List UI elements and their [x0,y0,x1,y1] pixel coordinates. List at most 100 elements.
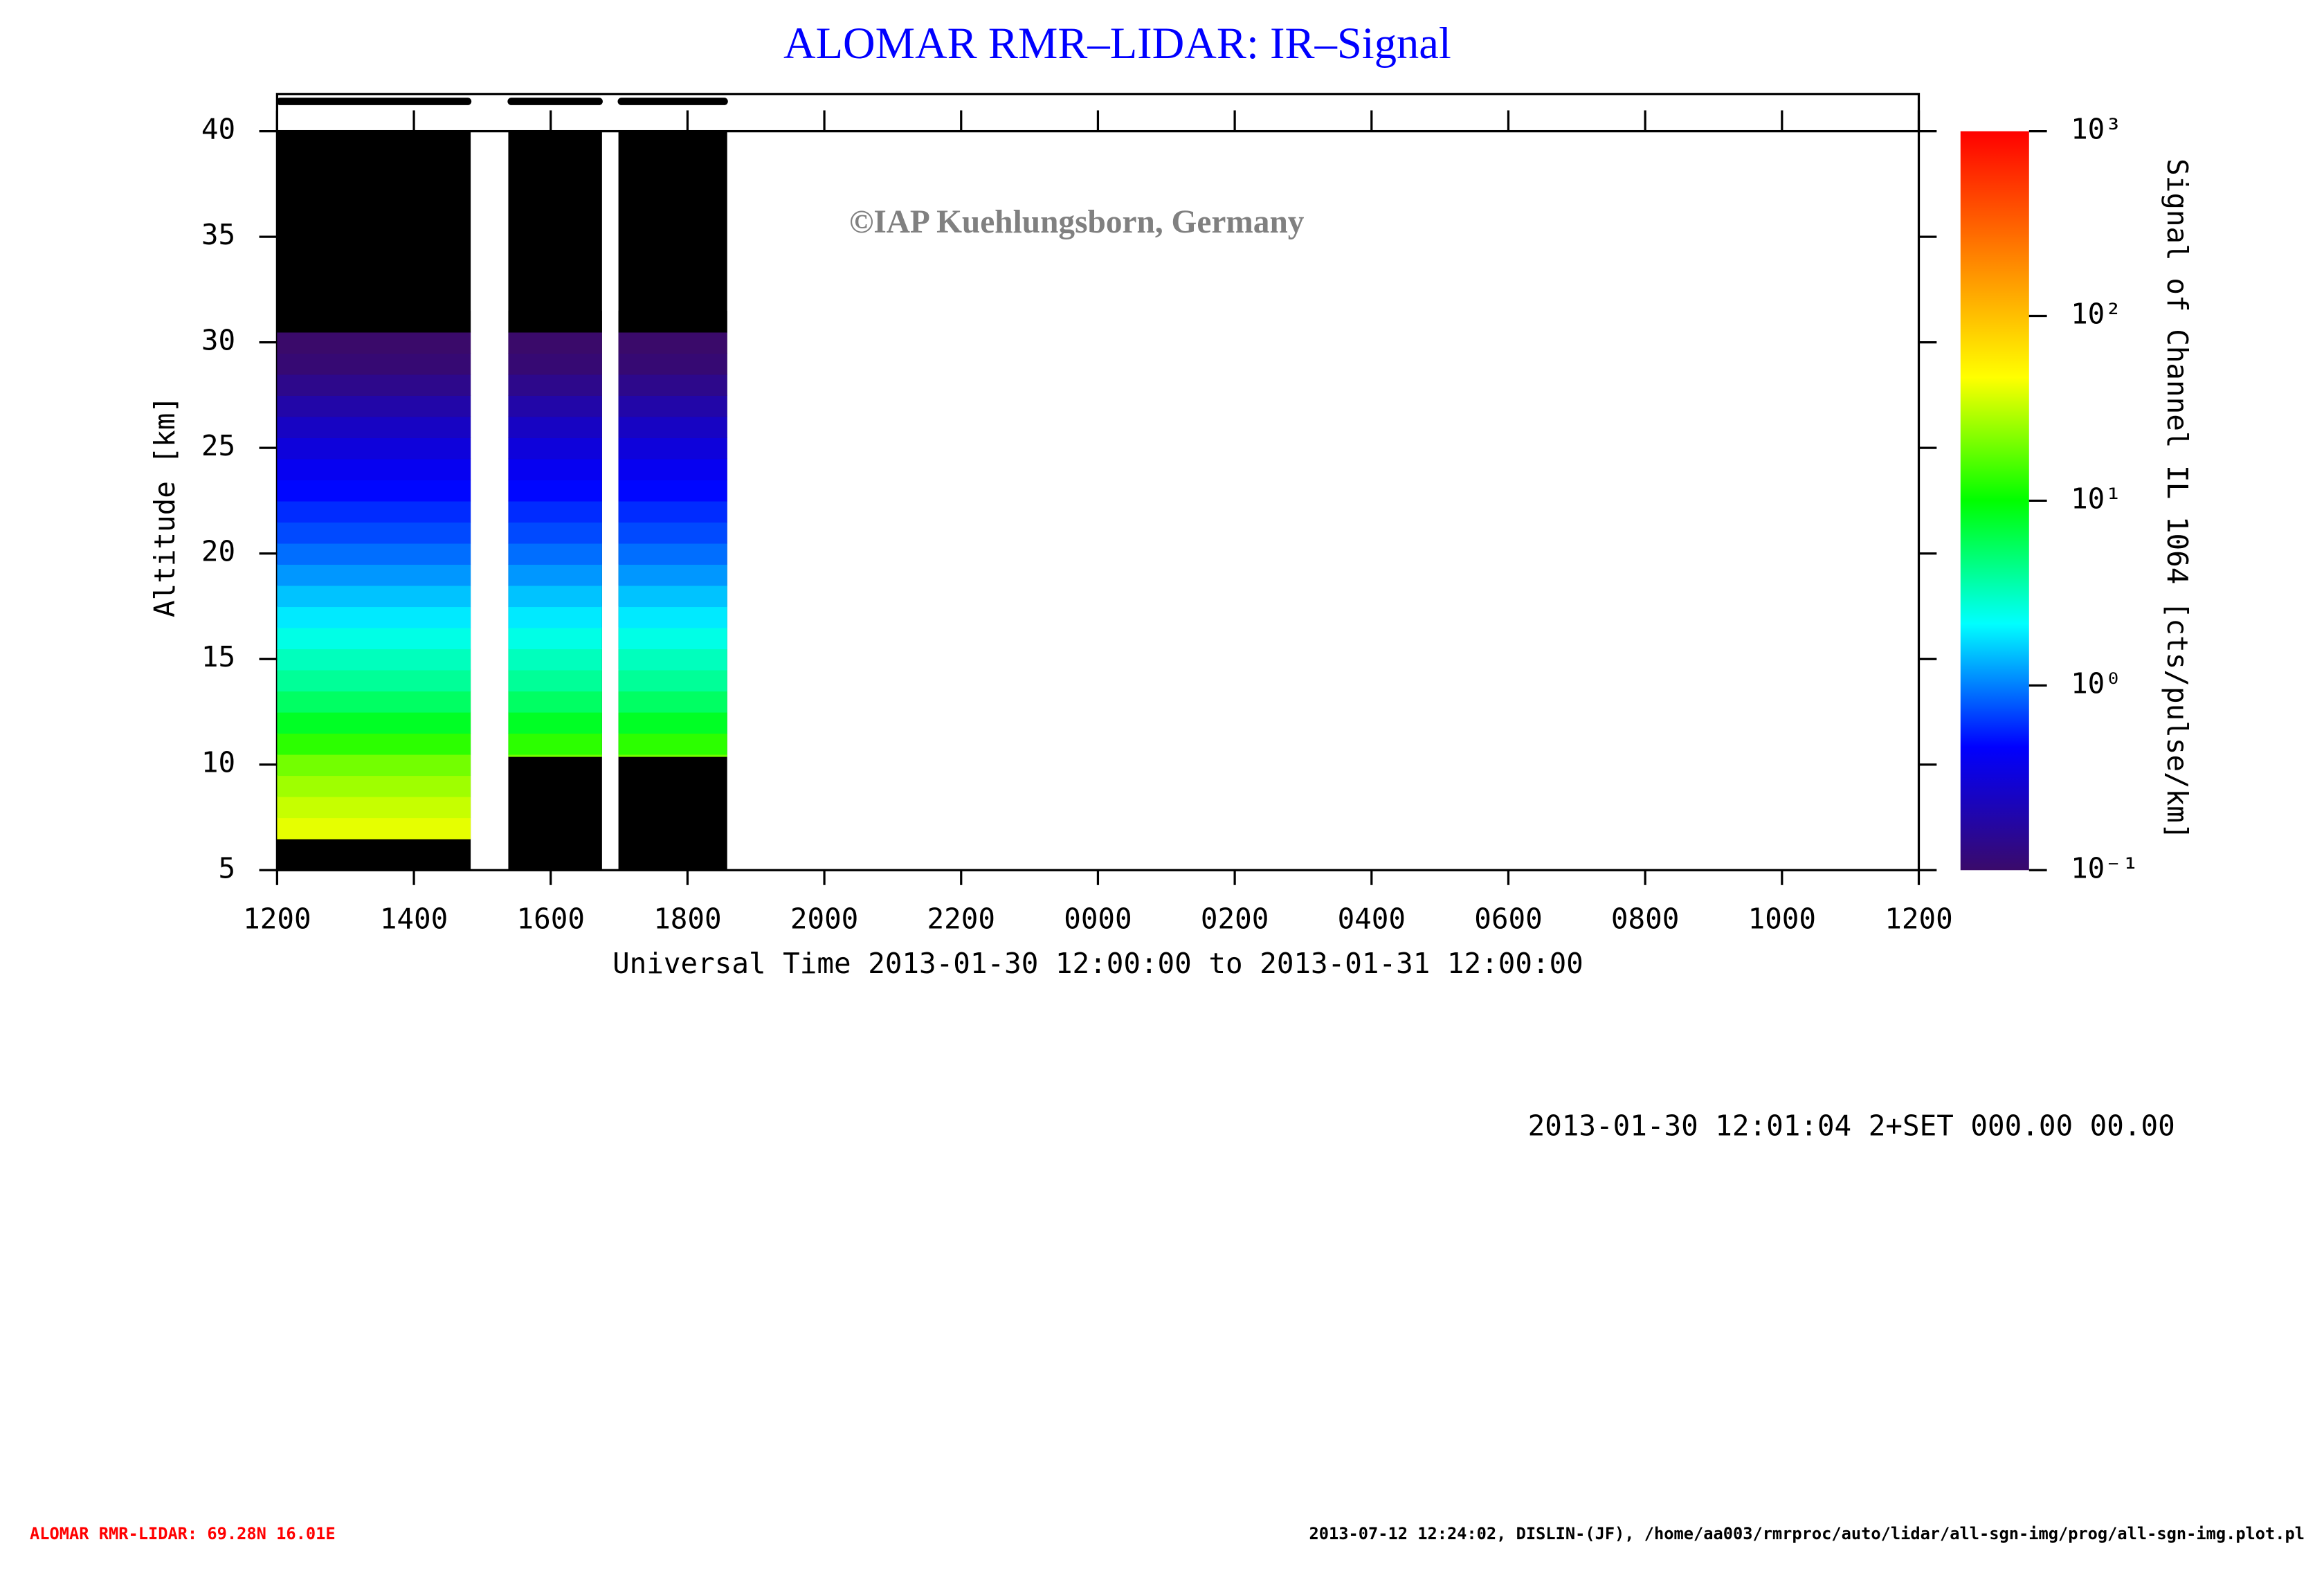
colorbar [1960,131,2029,871]
signal-cell [508,479,602,502]
signal-cell [618,648,727,671]
signal-cell [277,416,471,438]
signal-cell [618,669,727,692]
signal-cell [508,563,602,586]
x-axis-label: Universal Time 2013-01-30 12:00:00 to 20… [612,947,1583,980]
y-tick-label: 5 [218,851,235,885]
signal-cell [277,521,471,544]
signal-cell [277,374,471,396]
x-tick-label: 1200 [1885,902,1952,935]
signal-cell [277,754,471,777]
signal-cell [277,437,471,460]
signal-cell [508,332,602,354]
x-tick-label: 2000 [790,902,858,935]
colorbar-tick-label: 10⁰ [2071,666,2122,700]
signal-cell [277,352,471,375]
signal-cell [277,479,471,502]
signal-cell [508,543,602,565]
signal-cell [508,458,602,481]
signal-cell [277,394,471,417]
signal-cell [618,310,727,333]
signal-cell [508,521,602,544]
signal-cell [508,394,602,417]
signal-cell [618,479,727,502]
y-axis-label: Altitude [km] [148,396,181,617]
signal-cell [277,627,471,650]
x-tick-label: 1800 [653,902,721,935]
y-tick-label: 20 [201,535,235,568]
footer-right: 2013-07-12 12:24:02, DISLIN-(JF), /home/… [1309,1524,2305,1543]
signal-cell [277,585,471,608]
signal-cell [508,606,602,628]
signal-cell [618,416,727,438]
x-tick-label: 1400 [380,902,448,935]
signal-cell [618,585,727,608]
signal-cell [618,690,727,713]
signal-cell [508,754,602,757]
x-tick-label: 2200 [927,902,995,935]
signal-cell [277,817,471,840]
y-tick-label: 25 [201,429,235,462]
signal-cell [277,310,471,333]
signal-cell [618,374,727,396]
signal-cell [508,732,602,755]
signal-cell [277,796,471,819]
signal-cell [277,606,471,628]
signal-cell [508,416,602,438]
y-tick-label: 30 [201,324,235,357]
colorbar-tick-label: 10³ [2071,113,2122,146]
signal-cell [618,543,727,565]
x-tick-label: 0800 [1611,902,1679,935]
signal-cell [508,648,602,671]
signal-cell [508,374,602,396]
colorbar-tick-label: 10¹ [2071,482,2122,515]
y-tick-label: 15 [201,640,235,673]
signal-cell [618,732,727,755]
x-tick-label: 1600 [517,902,585,935]
signal-cell [508,585,602,608]
x-tick-label: 0000 [1064,902,1132,935]
signal-cell [277,732,471,755]
x-tick-label: 0200 [1201,902,1269,935]
signal-cell [508,711,602,734]
signal-cell [618,437,727,460]
signal-cell [277,669,471,692]
signal-cell [618,563,727,586]
signal-cell [618,352,727,375]
info-text: 2013-01-30 12:01:04 2+SET 000.00 00.00 [1528,1109,2175,1143]
y-tick-label: 35 [201,218,235,251]
x-tick-label: 0400 [1338,902,1406,935]
signal-cell [618,606,727,628]
watermark: ©IAP Kuehlungsborn, Germany [849,204,1305,240]
signal-cell [618,394,727,417]
signal-cell [618,332,727,354]
signal-cell [508,310,602,333]
signal-cell [277,775,471,797]
colorbar-tick-label: 10² [2071,298,2122,331]
signal-cell [277,543,471,565]
y-tick-label: 40 [201,113,235,146]
x-tick-label: 0600 [1474,902,1542,935]
signal-cell [618,754,727,757]
footer-left: ALOMAR RMR-LIDAR: 69.28N 16.01E [30,1524,336,1543]
signal-cell [277,690,471,713]
signal-cell [508,627,602,650]
signal-cell [277,500,471,523]
signal-cell [618,521,727,544]
signal-cell [508,437,602,460]
signal-cell [508,669,602,692]
signal-cell [618,627,727,650]
signal-cell [618,500,727,523]
signal-cell [277,563,471,586]
x-tick-label: 1200 [243,902,311,935]
colorbar-label: Signal of Channel IL 1064 [cts/pulse/km] [2161,158,2194,840]
signal-cell [277,458,471,481]
signal-cell [277,332,471,354]
signal-cell [618,458,727,481]
signal-cell [508,690,602,713]
signal-cell [277,711,471,734]
x-tick-label: 1000 [1748,902,1816,935]
signal-cell [618,711,727,734]
signal-cell [277,648,471,671]
